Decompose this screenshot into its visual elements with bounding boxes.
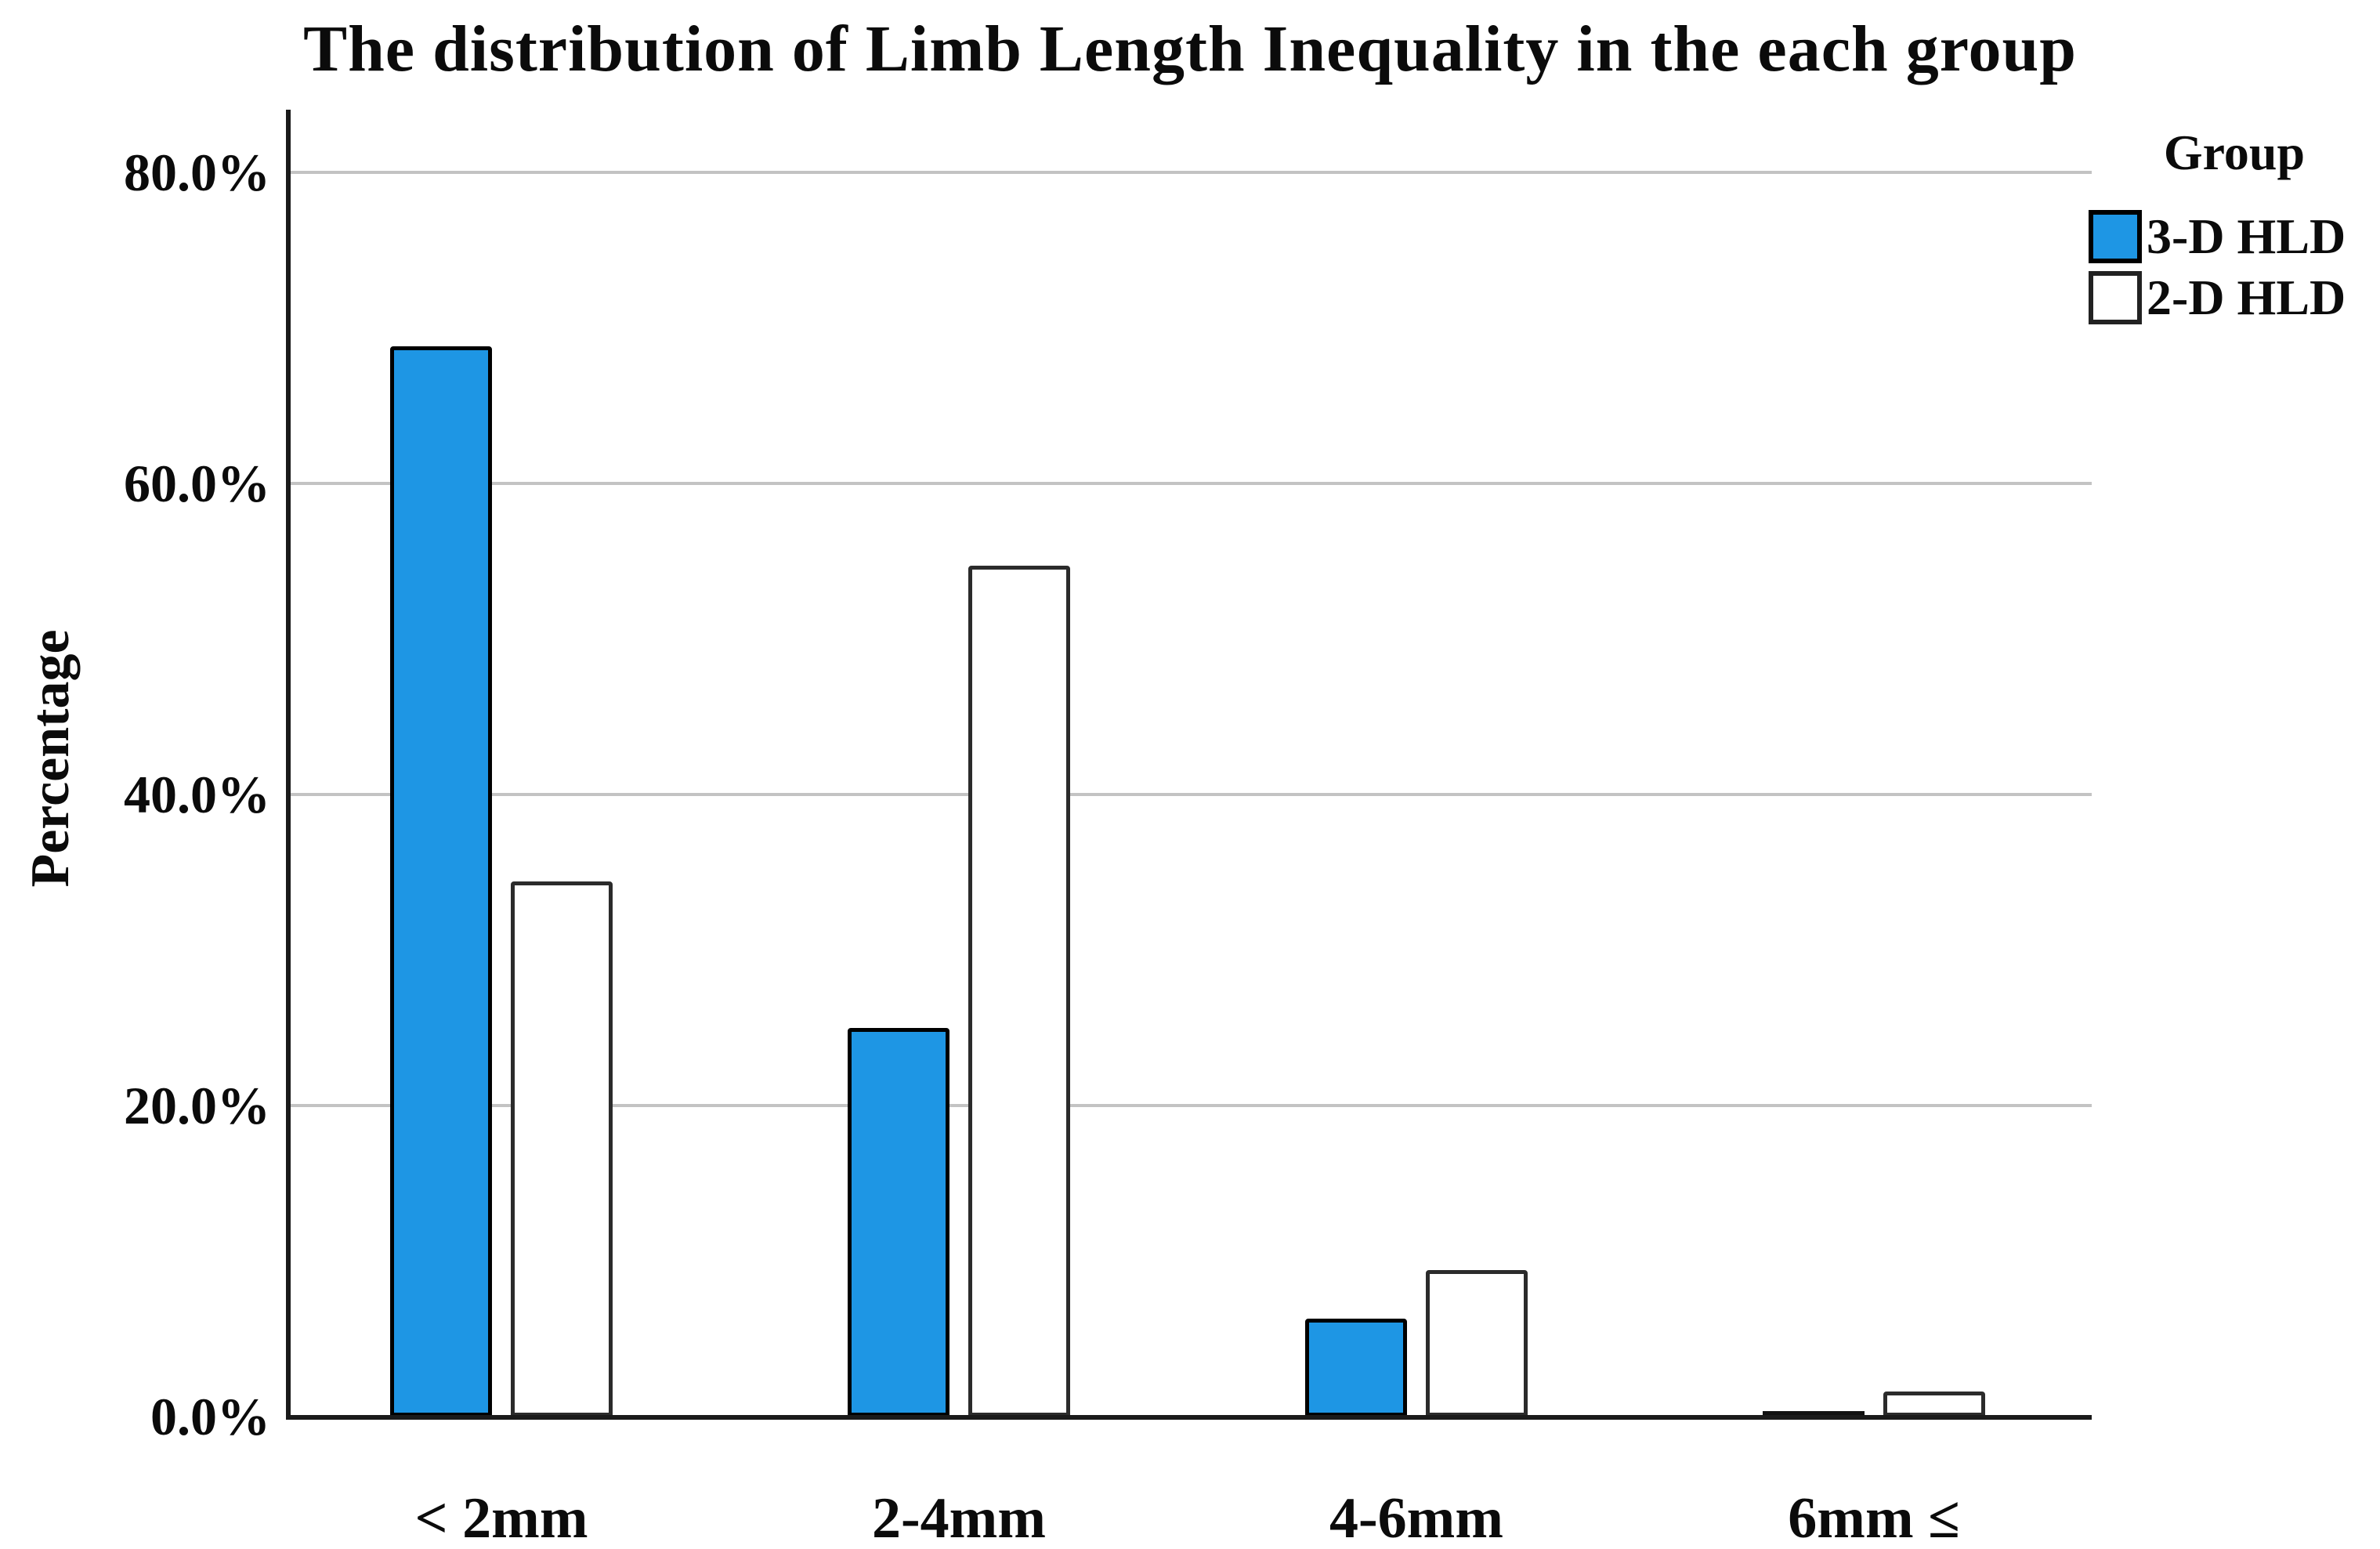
bar-3-d-hld-group3	[1305, 1319, 1407, 1417]
bar-2-d-hld-group2	[968, 566, 1070, 1417]
bar-3-d-hld-group4	[1763, 1411, 1865, 1417]
plot-area	[288, 171, 2092, 1417]
y-tick-label-0: 0.0%	[150, 1387, 270, 1446]
x-axis-line	[286, 1415, 2092, 1420]
y-tick-label-60: 60.0%	[124, 454, 270, 513]
y-axis-line	[286, 110, 291, 1420]
y-tick-label-40: 40.0%	[124, 765, 270, 824]
bar-2-d-hld-group1	[511, 881, 613, 1417]
x-tick-label-group1: < 2mm	[414, 1486, 588, 1549]
legend-item-3-d-hld: 3-D HLD	[2089, 208, 2380, 265]
x-tick-label-group4: 6mm ≤	[1788, 1486, 1960, 1549]
y-axis-title: Percentage	[20, 629, 81, 888]
x-tick-label-group3: 4-6mm	[1329, 1486, 1503, 1549]
y-tick-label-20: 20.0%	[124, 1076, 270, 1135]
gridline-80	[288, 171, 2092, 174]
legend-label-3-d-hld: 3-D HLD	[2147, 208, 2346, 264]
gridline-60	[288, 482, 2092, 485]
legend-items: 3-D HLD 2-D HLD	[2089, 208, 2380, 326]
legend-swatch-2-d-hld	[2089, 271, 2142, 324]
x-tick-label-group2: 2-4mm	[872, 1486, 1046, 1549]
bar-2-d-hld-group3	[1426, 1270, 1528, 1417]
chart-title: The distribution of Limb Length Inequali…	[303, 13, 2077, 85]
gridline-40	[288, 793, 2092, 796]
bar-3-d-hld-group1	[390, 346, 492, 1417]
y-tick-label-80: 80.0%	[124, 143, 270, 202]
legend-item-2-d-hld: 2-D HLD	[2089, 270, 2380, 326]
legend-label-2-d-hld: 2-D HLD	[2147, 270, 2346, 325]
gridline-20	[288, 1104, 2092, 1107]
bar-2-d-hld-group4	[1883, 1392, 1985, 1417]
bar-3-d-hld-group2	[848, 1028, 949, 1417]
legend-swatch-3-d-hld	[2089, 210, 2142, 263]
legend-title: Group	[2163, 125, 2306, 180]
legend: Group 3-D HLD 2-D HLD	[2089, 124, 2380, 331]
